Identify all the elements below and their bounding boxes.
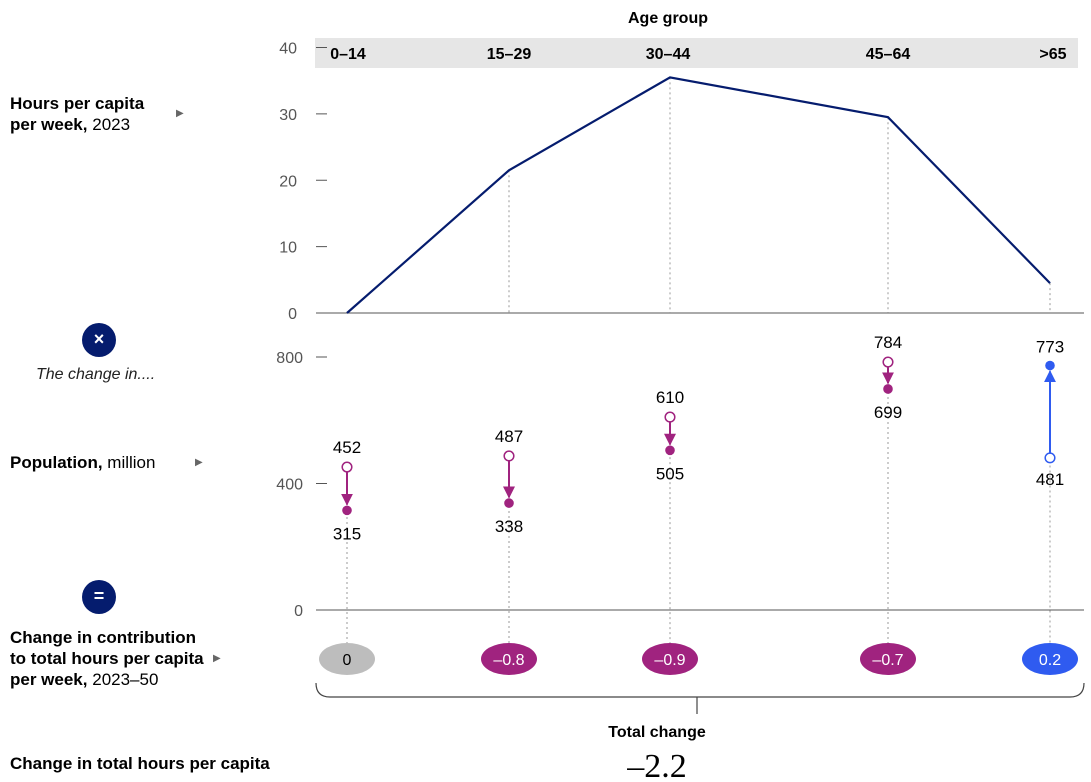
population-axis: 0 400 800 — [276, 350, 1084, 620]
population-2023-label: 487 — [495, 427, 523, 446]
contribution-value: –0.7 — [872, 652, 903, 669]
total-hours-label: Change in total hours per capita — [10, 754, 270, 773]
category-label: 15–29 — [487, 46, 532, 63]
hours-series — [346, 76, 1051, 314]
contribution-oval — [860, 643, 916, 675]
population-label: Population, million — [10, 453, 156, 472]
contribution-pointer-icon: ▶ — [213, 653, 221, 664]
population-2050-label: 505 — [656, 464, 684, 483]
hours-axis: 0 10 20 30 40 — [279, 41, 1084, 323]
total-change-value: –2.2 — [626, 748, 687, 782]
contribution-oval — [481, 643, 537, 675]
change-caption: The change in.... — [36, 366, 156, 383]
hours-tick-label: 40 — [279, 41, 297, 58]
population-tick-label: 800 — [276, 350, 303, 367]
population-2050-label: 315 — [333, 524, 361, 543]
equals-icon: = — [82, 580, 116, 614]
population-2050-label: 773 — [1036, 338, 1064, 357]
contribution-oval — [642, 643, 698, 675]
total-change-label: Total change — [608, 724, 706, 741]
population-pointer-icon: ▶ — [195, 457, 203, 468]
population-2023-point — [341, 461, 353, 473]
category-label: >65 — [1039, 46, 1066, 63]
times-icon: × — [82, 323, 116, 357]
population-2050-label: 699 — [874, 403, 902, 422]
contribution-value: 0.2 — [1039, 652, 1061, 669]
population-2023-label: 610 — [656, 388, 684, 407]
population-marks: 452 315 487 338 610 505 784 699 481 773 — [333, 333, 1064, 543]
contribution-value: –0.8 — [493, 652, 524, 669]
hours-pointer-icon: ▶ — [176, 108, 184, 119]
age-group-band — [315, 38, 1078, 68]
hours-tick-label: 10 — [279, 240, 297, 257]
age-group-title: Age group — [628, 10, 708, 27]
population-2023-point — [503, 450, 515, 462]
total-bracket — [315, 682, 1085, 698]
category-label: 0–14 — [330, 46, 366, 63]
category-label: 30–44 — [646, 46, 691, 63]
population-tick-label: 400 — [276, 477, 303, 494]
population-2050-point — [504, 498, 514, 508]
contribution-value: –0.9 — [654, 652, 685, 669]
population-2023-point — [1044, 452, 1056, 464]
population-2023-point — [664, 411, 676, 423]
population-2050-point — [665, 445, 675, 456]
contribution-value: 0 — [343, 652, 352, 669]
contribution-ovals: 0 –0.8 –0.9 –0.7 0.2 — [319, 643, 1078, 675]
contribution-oval — [319, 643, 375, 675]
population-tick-label: 0 — [294, 603, 303, 620]
contribution-label: Change in contribution to total hours pe… — [10, 628, 204, 689]
population-2023-point — [882, 356, 894, 368]
population-2050-point — [883, 384, 893, 394]
hours-line — [346, 76, 1051, 314]
category-label: 45–64 — [866, 46, 911, 63]
hours-label: Hours per capita per week, 2023 — [10, 94, 145, 134]
guide-lines — [346, 77, 1051, 645]
hours-tick-label: 0 — [288, 306, 297, 323]
population-2023-label: 784 — [874, 333, 902, 352]
population-2050-label: 338 — [495, 517, 523, 536]
population-2050-point — [1045, 360, 1055, 371]
category-labels: 0–14 15–29 30–44 45–64 >65 — [330, 46, 1066, 63]
contribution-oval — [1022, 643, 1078, 675]
population-2023-label: 481 — [1036, 470, 1064, 489]
hours-tick-label: 20 — [279, 173, 297, 190]
hours-tick-label: 30 — [279, 107, 297, 124]
population-2050-point — [342, 505, 352, 516]
population-2023-label: 452 — [333, 438, 361, 457]
